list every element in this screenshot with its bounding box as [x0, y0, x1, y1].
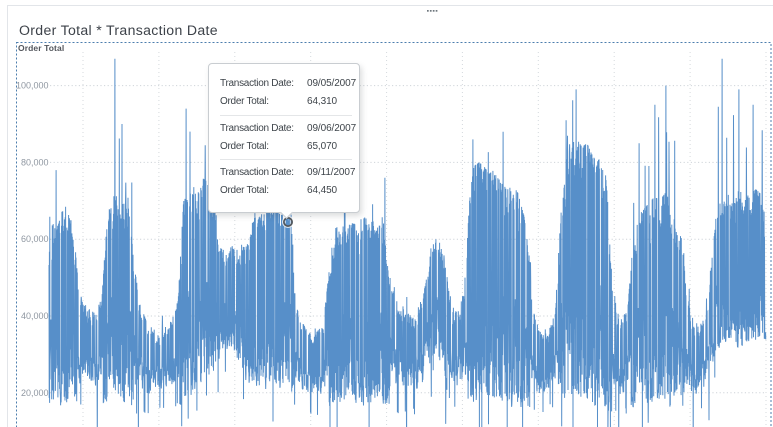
- svg-text:80,000: 80,000: [21, 157, 49, 167]
- svg-text:20,000: 20,000: [21, 388, 49, 398]
- svg-text:100,000: 100,000: [16, 81, 49, 91]
- svg-text:60,000: 60,000: [21, 234, 49, 244]
- svg-text:40,000: 40,000: [21, 311, 49, 321]
